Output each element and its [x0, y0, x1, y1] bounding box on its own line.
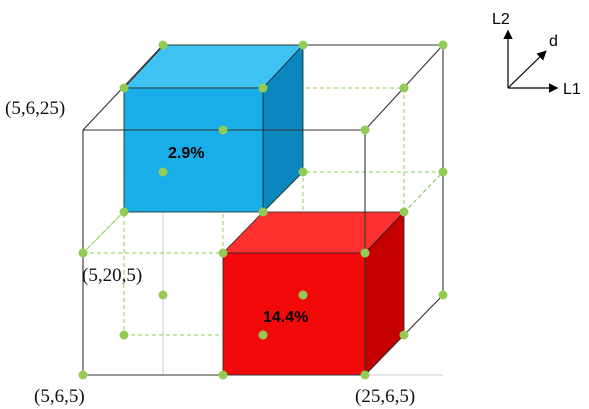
lattice-node: [399, 330, 409, 340]
lattice-node: [218, 248, 228, 258]
lattice-node: [119, 207, 129, 217]
lattice-node: [438, 290, 448, 300]
lattice-node: [360, 370, 370, 380]
lattice-node: [360, 125, 370, 135]
axis-indicator: L2 d L1: [492, 11, 581, 98]
lattice-node: [119, 83, 129, 93]
red-block: [222, 210, 405, 376]
lattice-node: [258, 207, 268, 217]
lattice-node: [158, 40, 168, 50]
lattice-node: [258, 83, 268, 93]
corner-label-bottom-right: (25,6,5): [355, 386, 415, 407]
blue-block-value: 2.9%: [168, 145, 204, 162]
grid-nodes: [78, 40, 448, 380]
corner-label-bottom-left: (5,6,5): [34, 386, 85, 407]
axis-diagonal-label: d: [549, 33, 558, 50]
axis-up-label: L2: [492, 11, 510, 28]
axis-right-label: L1: [563, 81, 581, 98]
lattice-node: [298, 167, 308, 177]
lattice-node: [218, 125, 228, 135]
red-block-value: 14.4%: [263, 309, 308, 326]
lattice-node: [158, 290, 168, 300]
lattice-node: [438, 40, 448, 50]
blue-block-front: [123, 87, 264, 213]
lattice-node: [78, 248, 88, 258]
lattice-node: [438, 167, 448, 177]
corner-label-middle: (5,20,5): [82, 265, 142, 286]
blue-block: [123, 43, 304, 213]
axis-diagonal-arrow: [507, 50, 547, 89]
lattice-node: [298, 290, 308, 300]
lattice-node: [119, 330, 129, 340]
red-block-front: [222, 252, 366, 376]
lattice-node: [78, 370, 88, 380]
lattice-node: [399, 207, 409, 217]
lattice-node: [399, 83, 409, 93]
lattice-node: [158, 167, 168, 177]
lattice-node: [360, 248, 370, 258]
lattice-node: [218, 370, 228, 380]
corner-label-top-left: (5,6,25): [5, 98, 65, 119]
lattice-node: [258, 330, 268, 340]
lattice-node: [298, 40, 308, 50]
